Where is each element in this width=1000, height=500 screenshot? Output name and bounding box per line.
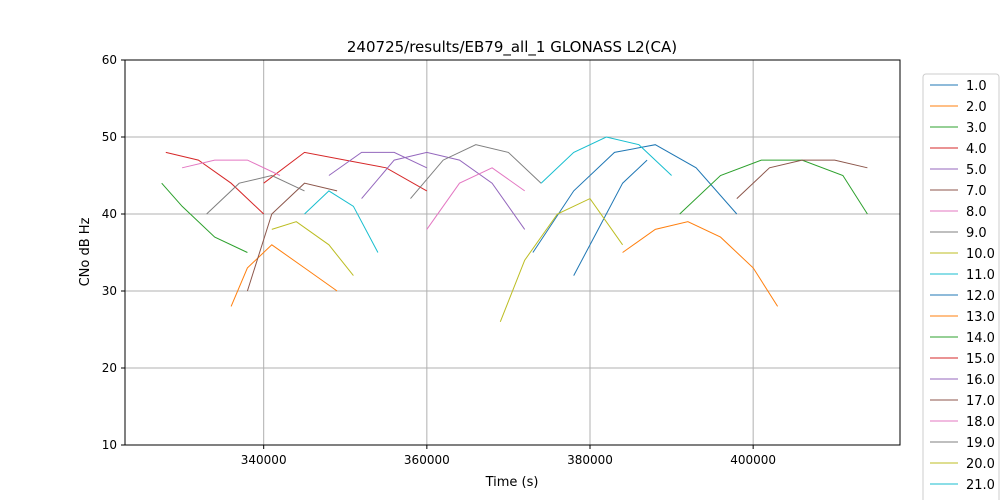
- y-axis-ticks: 10 20 30 40 50 60: [102, 53, 125, 452]
- legend-entry: 9.0: [930, 226, 987, 241]
- legend-label: 17.0: [966, 394, 995, 409]
- legend-label: 18.0: [966, 415, 995, 430]
- legend-label: 5.0: [966, 163, 987, 178]
- legend-label: 15.0: [966, 352, 995, 367]
- legend-label: 13.0: [966, 310, 995, 325]
- legend-entry: 15.0: [930, 352, 995, 367]
- legend-entry: 4.0: [930, 142, 987, 157]
- legend-entry: 5.0: [930, 163, 987, 178]
- series-line-16-0: [328, 151, 428, 176]
- legend-entry: 11.0: [930, 268, 995, 283]
- series-line-5-0: [361, 151, 526, 230]
- y-tick-label: 30: [102, 284, 117, 298]
- series-line-18-0: [181, 159, 281, 176]
- legend-label: 8.0: [966, 205, 987, 220]
- legend-label: 19.0: [966, 436, 995, 451]
- series-line-15-0: [165, 151, 265, 215]
- legend-entry: 7.0: [930, 184, 987, 199]
- x-tick-label: 360000: [404, 453, 450, 467]
- series-line-19-0: [206, 174, 305, 215]
- x-tick-label: 340000: [241, 453, 287, 467]
- legend-entry: 19.0: [930, 436, 995, 451]
- series-line-13-0: [622, 221, 779, 307]
- legend-label: 7.0: [966, 184, 987, 199]
- legend-entry: 10.0: [930, 247, 995, 262]
- series-line-2-0: [230, 244, 338, 307]
- legend-label: 21.0: [966, 478, 995, 493]
- series-line-1-0: [532, 144, 738, 253]
- legend-entry: 2.0: [930, 100, 987, 115]
- legend-label: 9.0: [966, 226, 987, 241]
- legend-label: 3.0: [966, 121, 987, 136]
- legend-entry: 16.0: [930, 373, 995, 388]
- legend-entry: 12.0: [930, 289, 995, 304]
- series-line-8-0: [426, 167, 525, 230]
- legend: 1.0 2.0 3.0 4.0 5.0 7.0 8.0 9.0 10.0 11.0 12.0 13.0…: [922, 73, 1000, 500]
- x-tick-label: 400000: [730, 453, 776, 467]
- legend-label: 10.0: [966, 247, 995, 262]
- legend-box: [922, 73, 1000, 500]
- legend-entry: 14.0: [930, 331, 995, 346]
- legend-label: 12.0: [966, 289, 995, 304]
- series-line-4-0: [263, 151, 428, 192]
- legend-entry: 17.0: [930, 394, 995, 409]
- series-line-11-0: [304, 190, 379, 253]
- y-tick-label: 10: [102, 438, 117, 452]
- legend-label: 4.0: [966, 142, 987, 157]
- plot-frame: [124, 59, 901, 446]
- legend-entry: 21.0: [930, 478, 995, 493]
- series-line-17-0: [736, 159, 868, 199]
- series-line-14-0: [679, 159, 868, 215]
- series-layer: [161, 136, 868, 322]
- x-tick-label: 380000: [567, 453, 613, 467]
- series-line-3-0: [161, 182, 248, 253]
- legend-entry: 18.0: [930, 415, 995, 430]
- legend-entry: 8.0: [930, 205, 987, 220]
- legend-label: 20.0: [966, 457, 995, 472]
- x-axis-ticks: 340000 360000 380000 400000: [241, 445, 776, 467]
- series-line-20-0: [499, 197, 624, 322]
- legend-entry: 20.0: [930, 457, 995, 472]
- legend-entry: 3.0: [930, 121, 987, 136]
- legend-entry: 13.0: [930, 310, 995, 325]
- grid-lines: [125, 60, 900, 445]
- legend-entry: 1.0: [930, 79, 987, 94]
- series-line-7-0: [246, 182, 338, 292]
- series-line-12-0: [573, 159, 648, 276]
- legend-label: 14.0: [966, 331, 995, 346]
- legend-label: 16.0: [966, 373, 995, 388]
- series-line-9-0: [410, 144, 542, 199]
- legend-label: 2.0: [966, 100, 987, 115]
- y-tick-label: 50: [102, 130, 117, 144]
- y-tick-label: 40: [102, 207, 117, 221]
- x-axis-label: Time (s): [485, 475, 539, 490]
- y-tick-label: 20: [102, 361, 117, 375]
- y-axis-label: CNo dB Hz: [78, 217, 93, 286]
- series-line-10-0: [271, 221, 354, 276]
- legend-label: 11.0: [966, 268, 995, 283]
- chart-title: 240725/results/EB79_all_1 GLONASS L2(CA): [347, 38, 677, 57]
- y-tick-label: 60: [102, 53, 117, 67]
- series-line-21-0: [540, 136, 672, 184]
- legend-label: 1.0: [966, 79, 987, 94]
